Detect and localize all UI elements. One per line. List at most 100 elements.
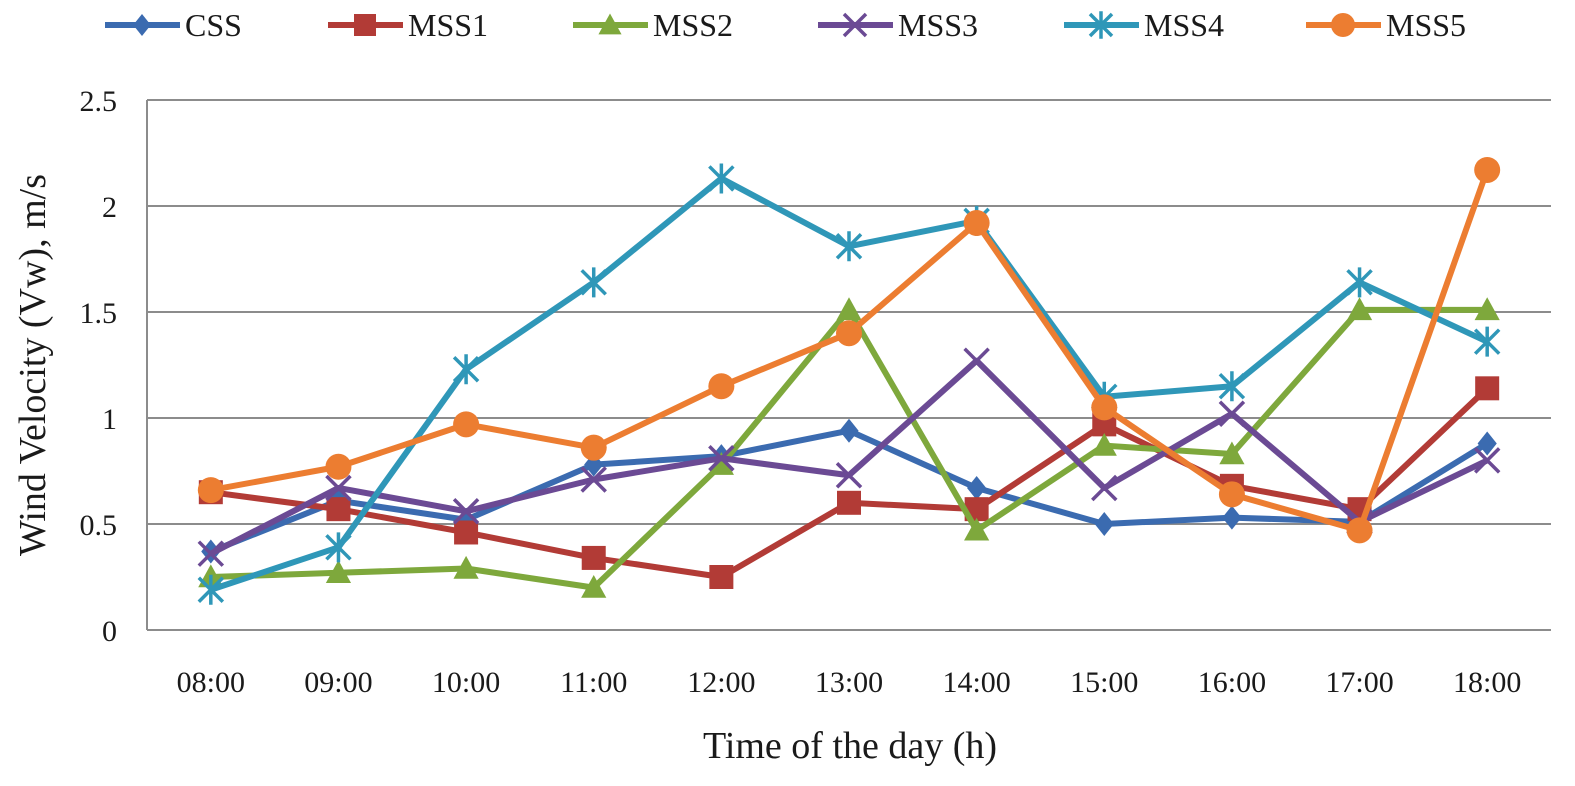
y-tick-label: 2 [102,191,117,224]
data-point-mss4 [580,267,607,298]
data-point-mss1 [1475,376,1500,401]
data-point-mss1 [837,490,861,515]
data-point-mss5 [580,434,607,461]
data-point-mss5 [453,411,480,438]
data-point-mss4 [835,231,863,262]
x-tick-label: 13:00 [815,666,883,699]
data-point-mss2 [708,452,734,475]
data-point-mss4 [197,574,225,605]
y-tick-label: 0.5 [80,509,118,542]
legend-item-mss1: MSS1 [328,7,488,43]
data-point-mss2 [453,555,479,579]
data-point-mss4 [708,163,735,194]
data-point-mss2 [964,517,990,541]
series-line-mss1 [210,386,1490,580]
data-point-mss5 [963,209,990,236]
legend-label: MSS5 [1386,7,1466,43]
data-point-mss2 [1219,441,1245,465]
y-axis-label: Wind Velocity (Vw), m/s [12,174,54,556]
legend-marker [1331,13,1355,37]
x-tick-label: 09:00 [304,666,372,699]
legend-item-mss5: MSS5 [1306,7,1466,43]
data-point-mss3 [197,540,225,567]
series-mss1 [198,376,1500,589]
gridlines [147,99,1551,525]
legend-marker [1088,11,1114,39]
data-point-mss3 [325,474,352,502]
data-point-mss1 [326,497,351,522]
data-point-mss1 [454,520,479,545]
data-point-css [1094,512,1114,536]
legend-item-mss3: MSS3 [818,7,978,43]
data-point-mss3 [1473,447,1501,474]
data-point-mss4 [1346,267,1373,298]
data-point-mss5 [1091,394,1118,421]
legend-label: MSS3 [898,7,978,43]
x-tick-label: 15:00 [1070,666,1138,699]
data-point-mss5 [836,320,862,347]
x-tick-label: 12:00 [687,666,755,699]
data-point-mss1 [581,545,606,570]
x-tick-label: 17:00 [1325,666,1393,699]
legend-item-css: CSS [105,7,242,43]
y-tick-label: 0 [102,615,117,648]
data-point-mss4 [452,354,480,385]
data-point-mss4 [1473,326,1501,357]
series-mss5 [197,156,1501,544]
data-point-mss1 [709,565,734,589]
axes: 0 0.5 1 1.5 2 2.5 08:00 09:00 10:00 11:00 12:00 13:… [80,85,1551,699]
data-point-mss2 [325,560,352,583]
legend-marker [598,13,622,35]
data-point-mss2 [581,575,607,598]
data-point-css [967,475,987,500]
x-tick-label: 11:00 [560,666,627,699]
data-point-mss3 [835,462,863,489]
legend-label: MSS4 [1144,7,1224,43]
x-tick-label: 10:00 [432,666,500,699]
legend-label: CSS [185,7,242,43]
legend-label: MSS2 [653,7,733,43]
data-point-mss2 [1346,297,1373,321]
series-mss4 [197,163,1501,605]
x-axis-label: Time of the day (h) [703,725,997,767]
series-layer [197,156,1501,605]
legend-marker [133,14,151,36]
data-point-mss4 [325,532,352,563]
series-mss3 [197,347,1501,567]
data-point-mss2 [1474,297,1500,321]
data-point-mss3 [452,498,480,525]
data-point-mss5 [1346,517,1373,544]
data-point-css [839,418,859,443]
x-tick-label: 18:00 [1453,666,1521,699]
legend-marker [354,14,376,36]
data-point-mss5 [1474,156,1501,183]
legend-item-mss4: MSS4 [1064,7,1224,43]
data-point-mss4 [1218,371,1246,402]
x-tick-label: 08:00 [177,666,245,699]
data-point-mss3 [1091,474,1118,502]
legend-label: MSS1 [408,7,488,43]
x-tick-label: 16:00 [1198,666,1266,699]
data-point-mss3 [580,466,607,493]
y-tick-label: 1 [102,403,117,436]
data-point-css [456,507,476,532]
data-point-css [1477,431,1497,456]
data-point-mss2 [836,297,862,321]
data-point-mss5 [1218,481,1245,508]
data-point-mss3 [963,347,990,374]
y-tick-label: 1.5 [80,297,118,330]
data-point-mss5 [197,477,224,504]
data-point-mss5 [325,453,352,480]
legend-marker [842,12,868,38]
data-point-mss3 [708,445,735,472]
data-point-mss5 [708,373,735,400]
data-point-css [1222,505,1242,530]
data-point-mss2 [1091,432,1117,456]
legend-item-mss2: MSS2 [573,7,733,43]
legend: CSS MSS1 MSS2 MSS3 MSS4 MSS5 [105,7,1466,43]
data-point-mss3 [1218,400,1246,427]
y-tick-label: 2.5 [80,85,118,118]
x-tick-label: 14:00 [942,666,1010,699]
